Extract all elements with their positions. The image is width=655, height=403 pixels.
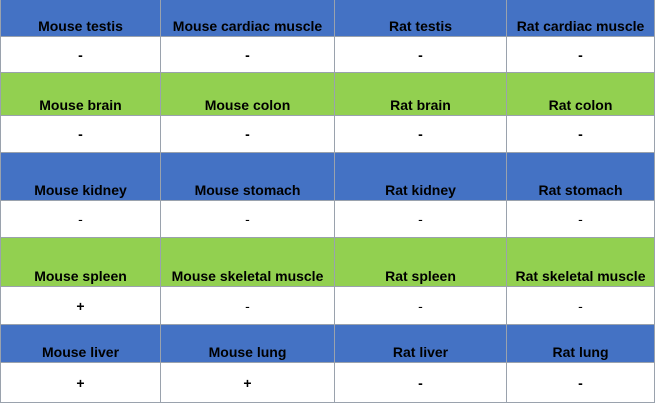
value-row: + - - -	[0, 287, 655, 325]
value-row: ----	[0, 201, 655, 238]
tissue-label: Rat skeletal muscle	[507, 238, 655, 287]
expression-value: -	[507, 363, 655, 403]
expression-value: -	[335, 287, 507, 325]
tissue-label: Mouse kidney	[0, 153, 161, 201]
tissue-label: Mouse testis	[0, 0, 161, 37]
expression-value: -	[161, 116, 335, 153]
tissue-label: Rat testis	[335, 0, 507, 37]
tissue-label: Rat kidney	[335, 153, 507, 201]
expression-value: -	[161, 201, 335, 238]
tissue-label: Mouse stomach	[161, 153, 335, 201]
tissue-label: Rat stomach	[507, 153, 655, 201]
expression-value: -	[507, 287, 655, 325]
tissue-label: Mouse cardiac muscle	[161, 0, 335, 37]
header-row: Mouse brain Mouse colon Rat brain Rat colon	[0, 73, 655, 116]
expression-value: -	[507, 201, 655, 238]
tissue-label: Mouse spleen	[0, 238, 161, 287]
expression-value: +	[0, 363, 161, 403]
tissue-label: Rat lung	[507, 325, 655, 363]
expression-value: -	[507, 37, 655, 73]
header-row: Mouse testis Mouse cardiac muscle Rat test…	[0, 0, 655, 37]
expression-value: -	[0, 116, 161, 153]
header-row: Mouse spleen Mouse skeletal muscle Rat spl…	[0, 238, 655, 287]
expression-value: -	[335, 116, 507, 153]
expression-value: -	[0, 37, 161, 73]
expression-value: -	[161, 37, 335, 73]
expression-value: +	[0, 287, 161, 325]
header-row: Mouse liver Mouse lung Rat liver Rat lung	[0, 325, 655, 363]
expression-value: -	[335, 37, 507, 73]
value-row: ----	[0, 37, 655, 73]
tissue-label: Rat spleen	[335, 238, 507, 287]
expression-value: -	[507, 116, 655, 153]
expression-value: -	[0, 201, 161, 238]
tissue-label: Mouse liver	[0, 325, 161, 363]
tissue-label: Rat liver	[335, 325, 507, 363]
tissue-label: Mouse colon	[161, 73, 335, 116]
expression-value: +	[161, 363, 335, 403]
tissue-label: Rat colon	[507, 73, 655, 116]
value-row: ----	[0, 116, 655, 153]
tissue-label: Rat cardiac muscle	[507, 0, 655, 37]
tissue-label: Mouse lung	[161, 325, 335, 363]
value-row: + + - -	[0, 363, 655, 403]
expression-value: -	[335, 363, 507, 403]
expression-value: -	[335, 201, 507, 238]
header-row: Mouse kidney Mouse stomach Rat kidney Rat s…	[0, 153, 655, 201]
expression-value: -	[161, 287, 335, 325]
tissue-label: Mouse brain	[0, 73, 161, 116]
tissue-label: Mouse skeletal muscle	[161, 238, 335, 287]
tissue-label: Rat brain	[335, 73, 507, 116]
